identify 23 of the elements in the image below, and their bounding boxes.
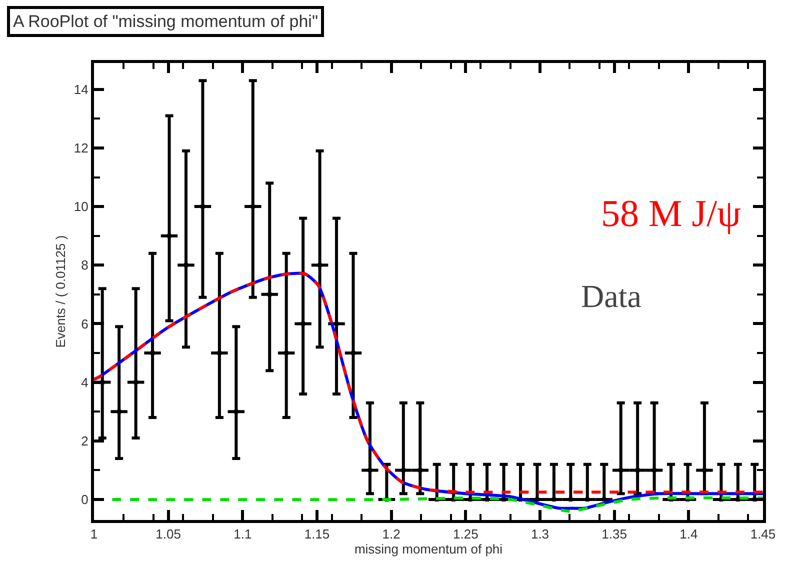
x-tick-label: 1.15	[304, 526, 330, 542]
x-tick-label: 1	[90, 526, 98, 542]
y-tick-label: 10	[74, 199, 88, 214]
x-axis-title: missing momentum of phi	[354, 542, 503, 557]
x-tick-label: 1.05	[156, 526, 181, 542]
x-tick-label: 1.35	[602, 526, 627, 542]
x-tick-label: 1.25	[453, 526, 478, 542]
y-tick-label: 12	[74, 140, 88, 156]
annotation: 58 M J/ψ	[601, 193, 742, 235]
y-tick-label: 2	[81, 433, 88, 448]
x-tick-label: 1.1	[234, 526, 252, 542]
x-tick-label: 1.3	[530, 526, 550, 542]
x-tick-label: 1.2	[382, 526, 400, 542]
y-tick-label: 0	[81, 492, 88, 508]
y-tick-label: 14	[74, 82, 88, 97]
y-tick-label: 4	[81, 374, 88, 390]
y-tick-label: 6	[81, 316, 88, 332]
y-axis-title: Events / ( 0.01125 )	[52, 235, 68, 348]
x-tick-label: 1.4	[680, 526, 698, 542]
chart-title: A RooPlot of "missing momentum of phi"	[13, 12, 318, 31]
x-tick-label: 1.45	[750, 526, 776, 542]
y-tick-label: 8	[81, 258, 88, 273]
annotation: Data	[581, 278, 642, 314]
